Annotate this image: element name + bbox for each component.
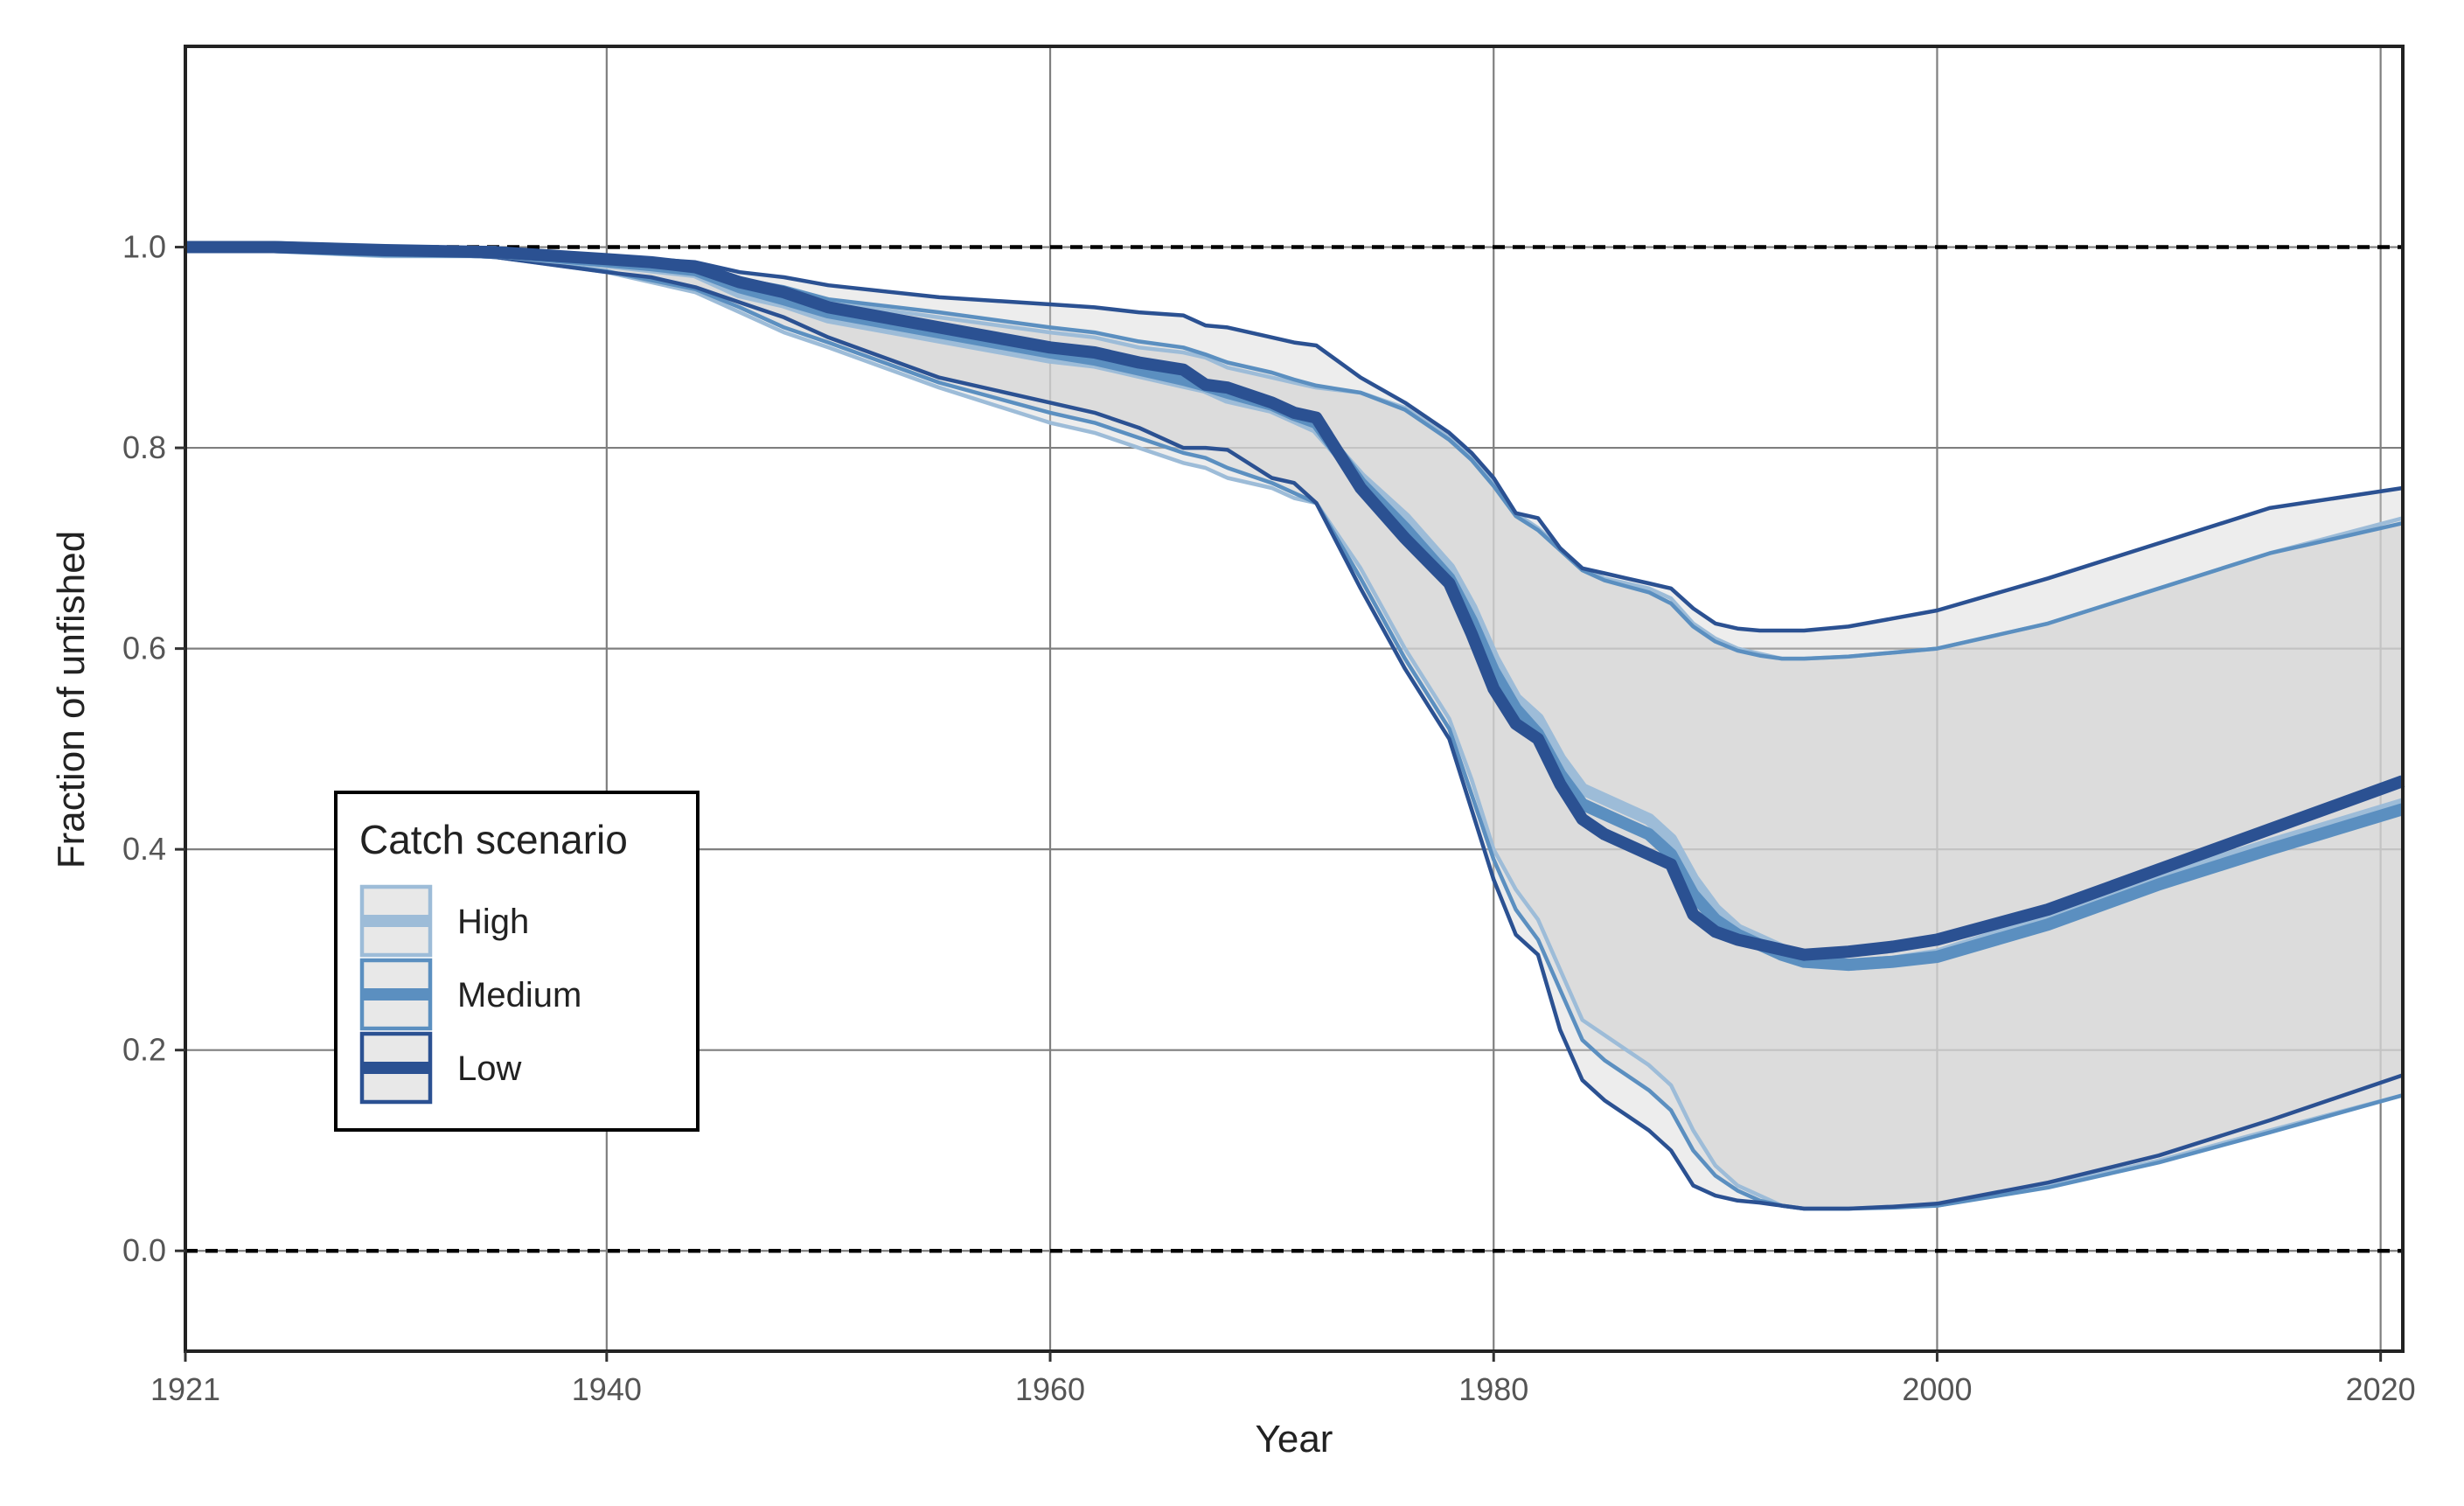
y-tick-label: 0.8 [122, 429, 166, 465]
x-tick-label: 1921 [150, 1371, 220, 1407]
legend-title: Catch scenario [359, 817, 628, 862]
y-tick-label: 0.2 [122, 1032, 166, 1068]
x-tick-label: 2020 [2346, 1371, 2416, 1407]
y-tick-label: 1.0 [122, 229, 166, 265]
low-median-line [185, 241, 2405, 961]
legend-label: Low [457, 1049, 521, 1088]
median-lines [185, 241, 2405, 972]
legend: Catch scenario High Medium Low [334, 791, 700, 1132]
low-lower-line [185, 245, 2404, 1211]
x-tick-label: 1940 [572, 1371, 642, 1407]
legend-items: High Medium Low [359, 884, 581, 1105]
legend-item-medium: Medium [359, 958, 581, 1031]
y-axis-title: Fraction of unfished [50, 531, 93, 868]
y-tick-label: 0.0 [122, 1232, 166, 1268]
x-axis-title: Year [1256, 1418, 1333, 1461]
x-axis: 1921 1940 1960 1980 2000 2020 [150, 1351, 2416, 1407]
y-tick-label: 0.6 [122, 631, 166, 666]
plot-panel-border [184, 45, 2405, 1353]
y-tick-label: 0.4 [122, 831, 166, 867]
x-tick-label: 1980 [1458, 1371, 1528, 1407]
reference-lines [185, 245, 2403, 1253]
legend-item-high: High [359, 884, 529, 958]
legend-label: High [457, 903, 529, 941]
legend-item-low: Low [359, 1031, 521, 1105]
x-tick-label: 1960 [1015, 1371, 1085, 1407]
x-tick-label: 2000 [1902, 1371, 1972, 1407]
low-upper-line [185, 245, 2404, 633]
y-axis: 0.0 0.2 0.4 0.6 0.8 1.0 [122, 229, 185, 1268]
legend-label: Medium [457, 976, 581, 1014]
